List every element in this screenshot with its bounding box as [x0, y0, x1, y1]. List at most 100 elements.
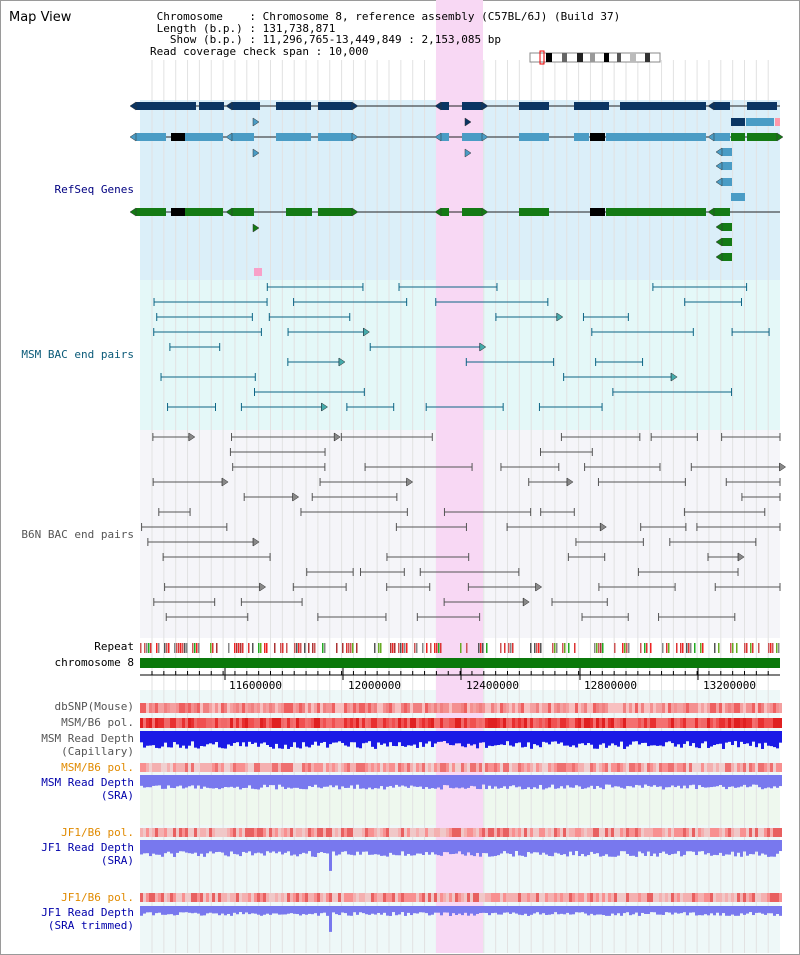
polymorphism-heat-cell [194, 828, 197, 837]
polymorphism-heat-cell [506, 763, 509, 772]
repeat-element [234, 643, 236, 653]
polymorphism-heat-cell [680, 828, 683, 837]
msm-depth-sra-bar [617, 775, 620, 787]
polymorphism-heat-cell [584, 718, 587, 728]
polymorphism-heat-cell [707, 703, 710, 713]
polymorphism-heat-cell [404, 893, 407, 902]
polymorphism-heat-cell [773, 763, 776, 772]
gene-strand-arrow [252, 117, 260, 127]
polymorphism-heat-cell [170, 703, 173, 713]
polymorphism-heat-cell [284, 763, 287, 772]
gene-exon-block [574, 102, 609, 110]
jf1-depth-trimmed-bar [590, 906, 593, 914]
msm-depth-capillary-bar [383, 731, 386, 744]
polymorphism-heat-cell [518, 718, 521, 728]
polymorphism-heat-cell [371, 763, 374, 772]
msm-depth-sra-bar [173, 775, 176, 789]
repeat-element [650, 643, 652, 653]
msm-depth-capillary-bar [614, 731, 617, 746]
polymorphism-heat-cell [479, 828, 482, 837]
jf1-depth-trimmed-bar [326, 906, 329, 916]
polymorphism-heat-cell [206, 893, 209, 902]
polymorphism-heat-cell [515, 718, 518, 728]
polymorphism-heat-cell [344, 703, 347, 713]
track-label-jf1-depth-trimmed[interactable]: JF1 Read Depth [41, 906, 134, 919]
jf1-depth-trimmed-bar [722, 906, 725, 914]
polymorphism-heat-cell [434, 763, 437, 772]
polymorphism-heat-cell [599, 703, 602, 713]
msm-depth-sra-bar [758, 775, 761, 788]
polymorphism-heat-cell [509, 763, 512, 772]
polymorphism-heat-cell [149, 893, 152, 902]
polymorphism-heat-cell [575, 828, 578, 837]
track-label-msm-depth-capillary[interactable]: MSM Read Depth [41, 732, 134, 745]
polymorphism-heat-cell [218, 703, 221, 713]
msm-depth-capillary-bar [392, 731, 395, 746]
jf1-depth-sra-bar [314, 840, 317, 857]
polymorphism-heat-cell [197, 893, 200, 902]
polymorphism-heat-cell [347, 828, 350, 837]
jf1-depth-sra-bar [671, 840, 674, 855]
msm-depth-sra-bar [407, 775, 410, 788]
polymorphism-heat-cell [287, 763, 290, 772]
polymorphism-heat-cell [197, 718, 200, 728]
gene-exon-block [462, 102, 482, 110]
repeat-element [194, 643, 196, 653]
polymorphism-heat-cell [563, 718, 566, 728]
msm-depth-capillary-bar [488, 731, 491, 746]
msm-depth-capillary-bar [314, 731, 317, 742]
repeat-element [530, 643, 532, 653]
polymorphism-heat-cell [287, 893, 290, 902]
msm-depth-sra-bar [452, 775, 455, 789]
track-label-msm-b6-pol-2[interactable]: MSM/B6 pol. [61, 761, 134, 774]
jf1-depth-trimmed-bar [575, 906, 578, 913]
polymorphism-heat-cell [650, 718, 653, 728]
msm-depth-sra-bar [596, 775, 599, 787]
msm-depth-sra-bar [722, 775, 725, 787]
msm-depth-sra-bar [152, 775, 155, 786]
jf1-depth-sra-bar [266, 840, 269, 852]
polymorphism-heat-cell [302, 763, 305, 772]
polymorphism-heat-cell [485, 893, 488, 902]
track-label-refseq[interactable]: RefSeq Genes [54, 183, 134, 196]
repeat-element [322, 643, 324, 653]
track-label-jf1-depth-sra[interactable]: JF1 Read Depth [41, 841, 134, 854]
polymorphism-heat-cell [152, 893, 155, 902]
repeat-element [736, 643, 738, 653]
polymorphism-heat-cell [179, 828, 182, 837]
polymorphism-heat-cell [446, 718, 449, 728]
track-label-b6n-bac[interactable]: B6N BAC end pairs [21, 528, 134, 541]
msm-depth-capillary-bar [737, 731, 740, 748]
track-label-msm-depth-sra[interactable]: MSM Read Depth [41, 776, 134, 789]
polymorphism-heat-cell [398, 763, 401, 772]
msm-depth-capillary-bar [740, 731, 743, 742]
polymorphism-heat-cell [605, 828, 608, 837]
jf1-depth-trimmed-bar [488, 906, 491, 916]
polymorphism-heat-cell [365, 703, 368, 713]
polymorphism-heat-cell [329, 828, 332, 837]
repeat-element [460, 643, 462, 653]
track-label-jf1-b6-pol[interactable]: JF1/B6 pol. [61, 826, 134, 839]
msm-depth-capillary-bar [527, 731, 530, 743]
msm-depth-capillary-bar [656, 731, 659, 746]
track-label-dbsnp[interactable]: dbSNP(Mouse) [54, 700, 134, 713]
jf1-depth-sra-bar [722, 840, 725, 856]
polymorphism-heat-cell [344, 763, 347, 772]
polymorphism-heat-cell [260, 763, 263, 772]
jf1-depth-trimmed-bar [695, 906, 698, 916]
track-label-msm-b6-pol[interactable]: MSM/B6 pol. [61, 716, 134, 729]
msm-depth-sra-bar [338, 775, 341, 790]
polymorphism-heat-cell [476, 763, 479, 772]
polymorphism-heat-cell [200, 763, 203, 772]
polymorphism-heat-cell [653, 703, 656, 713]
jf1-depth-sra-bar [650, 840, 653, 857]
track-label-msm-bac[interactable]: MSM BAC end pairs [21, 348, 134, 361]
jf1-depth-trimmed-bar [686, 906, 689, 916]
polymorphism-heat-cell [170, 893, 173, 902]
msm-depth-capillary-bar [515, 731, 518, 744]
track-label-jf1-b6-pol-2[interactable]: JF1/B6 pol. [61, 891, 134, 904]
jf1-depth-sra-bar [704, 840, 707, 855]
msm-depth-sra-bar [521, 775, 524, 790]
polymorphism-heat-cell [686, 828, 689, 837]
